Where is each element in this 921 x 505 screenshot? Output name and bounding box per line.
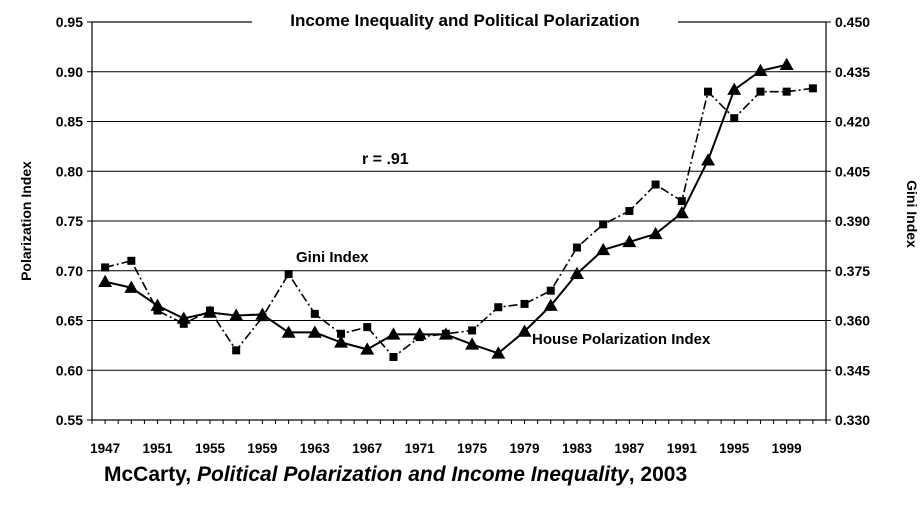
gini-series-label: Gini Index [296, 249, 369, 266]
gini-point [389, 352, 398, 361]
chart-title-backdrop [252, 8, 678, 34]
caption-year: , 2003 [628, 463, 688, 486]
gini-point [232, 346, 241, 355]
polarization-point [648, 226, 663, 240]
gini-point [782, 87, 791, 96]
gini-point [101, 263, 110, 272]
x-tick-label: 1971 [405, 441, 436, 456]
y-right-tick-label: 0.330 [835, 412, 870, 428]
polarization-point [674, 206, 689, 219]
y-left-tick-label: 0.55 [56, 412, 83, 428]
source-caption: McCarty, Political Polarization and Inco… [104, 463, 687, 487]
y-left-tick-label: 0.95 [56, 14, 83, 30]
polarization-point [727, 82, 742, 95]
gini-point [651, 180, 660, 189]
gini-point [415, 333, 424, 342]
correlation-annotation: r = .91 [362, 151, 409, 168]
x-tick-label: 1979 [510, 441, 540, 456]
y-left-tick-label: 0.60 [56, 362, 83, 378]
gini-point [337, 329, 346, 338]
polarization-point [465, 337, 480, 350]
x-tick-label: 1983 [562, 441, 593, 456]
gini-point [205, 306, 214, 315]
gini-point [468, 326, 477, 335]
gini-point [677, 197, 686, 206]
polarization-point [360, 342, 375, 355]
polarization-point [596, 242, 611, 256]
gini-point [153, 306, 162, 315]
gini-point [363, 323, 372, 332]
x-tick-label: 1991 [667, 441, 698, 456]
y-axis-left-label: Polarization Index [18, 161, 34, 281]
polarization-point [517, 324, 532, 337]
polarization-point [229, 308, 244, 321]
polarization-point [701, 153, 716, 166]
x-tick-label: 1947 [90, 441, 120, 456]
gini-point [625, 207, 634, 216]
polarization-point [779, 57, 794, 71]
y-right-tick-label: 0.345 [835, 362, 870, 378]
gini-point [441, 329, 450, 338]
y-left-tick-label: 0.75 [56, 213, 83, 229]
gini-point [494, 303, 503, 312]
x-tick-label: 1963 [300, 441, 331, 456]
polarization-series-label: House Polarization Index [532, 331, 711, 348]
caption-work-title: Political Polarization and Income Inequa… [196, 463, 629, 486]
x-tick-label: 1987 [614, 441, 644, 456]
gini-point [310, 309, 319, 318]
gini-point [179, 319, 188, 328]
x-tick-label: 1995 [719, 441, 750, 456]
y-left-tick-label: 0.90 [56, 64, 83, 80]
gini-point [520, 299, 529, 308]
polarization-point [281, 325, 296, 338]
gini-point [572, 243, 581, 252]
gini-point [599, 220, 608, 229]
polarization-point [307, 325, 322, 338]
x-tick-label: 1967 [352, 441, 382, 456]
y-left-tick-label: 0.65 [56, 313, 83, 329]
y-left-tick-label: 0.70 [56, 263, 83, 279]
gini-index-line [104, 87, 814, 359]
y-right-tick-label: 0.450 [835, 14, 870, 30]
gini-point [284, 270, 293, 279]
gini-point [704, 87, 713, 96]
polarization-point [124, 280, 139, 293]
y-right-tick-label: 0.420 [835, 114, 870, 130]
polarization-point [334, 335, 349, 348]
gini-point [546, 286, 555, 295]
polarization-point [98, 274, 113, 287]
gini-point [756, 87, 765, 96]
polarization-point [543, 298, 558, 311]
gini-point [808, 84, 817, 93]
y-right-tick-label: 0.375 [835, 263, 870, 279]
x-tick-label: 1955 [195, 441, 226, 456]
y-axis-right-label: Gini Index [904, 180, 920, 248]
gini-point [127, 256, 136, 265]
y-right-tick-label: 0.435 [835, 64, 870, 80]
gini-point [730, 114, 739, 123]
caption-author: McCarty, [104, 463, 192, 486]
y-left-tick-label: 0.85 [56, 114, 83, 130]
polarization-point [753, 63, 768, 77]
gini-point [258, 313, 267, 322]
y-left-tick-label: 0.80 [56, 163, 83, 179]
y-right-tick-label: 0.390 [835, 213, 870, 229]
y-right-tick-label: 0.405 [835, 163, 870, 179]
polarization-point [386, 327, 401, 340]
polarization-point [569, 266, 584, 279]
x-tick-label: 1959 [247, 441, 277, 456]
x-tick-label: 1999 [772, 441, 802, 456]
x-tick-label: 1951 [143, 441, 174, 456]
y-right-tick-label: 0.360 [835, 313, 870, 329]
polarization-point [491, 346, 506, 359]
chart-title: Income Inequality and Political Polariza… [290, 11, 640, 30]
x-tick-label: 1975 [457, 441, 488, 456]
polarization-point [622, 234, 637, 248]
